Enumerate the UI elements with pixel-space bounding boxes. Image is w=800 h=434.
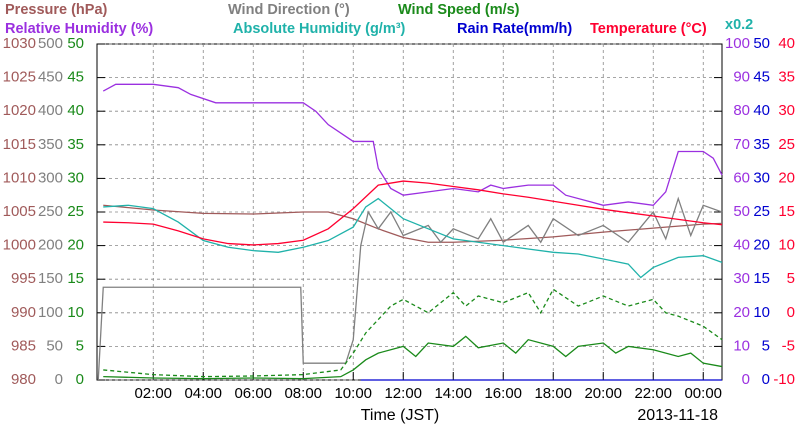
y-tick-label: 0 <box>787 304 795 321</box>
y-tick-label: 30 <box>67 169 84 186</box>
series-line <box>103 197 723 279</box>
y-tick-label: 0 <box>742 371 750 388</box>
y-tick-label: 45 <box>753 69 770 86</box>
y-tick-label: 1015 <box>3 136 36 153</box>
x-tick-label: 08:00 <box>284 385 322 402</box>
y-tick-label: 100 <box>725 35 750 52</box>
x-tick-label: 10:00 <box>334 385 372 402</box>
y-tick-label: 250 <box>38 203 63 220</box>
y-tick-label: 35 <box>753 136 770 153</box>
y-tick-label: 300 <box>38 169 63 186</box>
x-tick-label: 06:00 <box>234 385 272 402</box>
y-tick-label: 1005 <box>3 203 36 220</box>
legend-label: Wind Direction (°) <box>228 2 350 18</box>
y-tick-label: 5 <box>76 337 84 354</box>
legend-label: Absolute Humidity (g/m³) <box>233 21 406 37</box>
x-tick-label: 02:00 <box>134 385 172 402</box>
y-tick-label: 80 <box>733 102 750 119</box>
y-tick-label: 40 <box>67 102 84 119</box>
y-tick-label: 980 <box>11 371 36 388</box>
y-tick-label: 35 <box>778 69 795 86</box>
y-tick-label: 70 <box>733 136 750 153</box>
legend-label: Temperature (°C) <box>590 21 707 37</box>
y-tick-label: 1000 <box>3 237 36 254</box>
y-tick-label: 350 <box>38 136 63 153</box>
y-tick-label: 1030 <box>3 35 36 52</box>
y-tick-label: 5 <box>787 270 795 287</box>
y-tick-label: 25 <box>778 136 795 153</box>
legend-label: Wind Speed (m/s) <box>398 2 520 18</box>
y-tick-label: 15 <box>753 270 770 287</box>
annotation: x0.2 <box>725 17 753 33</box>
series-line <box>103 335 723 380</box>
y-tick-label: 990 <box>11 304 36 321</box>
y-tick-label: 200 <box>38 237 63 254</box>
y-tick-label: 985 <box>11 337 36 354</box>
y-tick-label: 50 <box>733 203 750 220</box>
y-tick-label: 0 <box>762 371 770 388</box>
series-line <box>102 83 723 206</box>
y-tick-label: 15 <box>67 270 84 287</box>
y-tick-label: 90 <box>733 69 750 86</box>
y-tick-label: 50 <box>67 35 84 52</box>
y-tick-label: 400 <box>38 102 63 119</box>
x-tick-label: 20:00 <box>584 385 622 402</box>
y-tick-label: 0 <box>76 371 84 388</box>
y-tick-label: 20 <box>733 304 750 321</box>
series-line <box>103 180 723 246</box>
y-tick-label: 40 <box>733 237 750 254</box>
date-label: 2013-11-18 <box>637 407 718 424</box>
x-axis-title: Time (JST) <box>361 407 440 424</box>
series-line <box>97 196 723 381</box>
y-tick-label: 10 <box>67 304 84 321</box>
legend-label: Rain Rate(mm/h) <box>457 21 572 37</box>
y-tick-label: 20 <box>753 237 770 254</box>
y-tick-label: -5 <box>782 337 795 354</box>
y-tick-label: 25 <box>67 203 84 220</box>
y-tick-label: 100 <box>38 304 63 321</box>
y-tick-label: 10 <box>733 337 750 354</box>
y-tick-label: 1020 <box>3 102 36 119</box>
y-tick-label: 50 <box>46 337 63 354</box>
y-tick-label: 50 <box>753 35 770 52</box>
y-tick-label: 30 <box>733 270 750 287</box>
x-tick-label: 00:00 <box>684 385 722 402</box>
x-tick-label: 18:00 <box>534 385 572 402</box>
y-tick-label: -10 <box>773 371 795 388</box>
x-tick-label: 04:00 <box>184 385 222 402</box>
x-tick-label: 12:00 <box>384 385 422 402</box>
series-line <box>103 204 723 243</box>
y-tick-label: 45 <box>67 69 84 86</box>
y-tick-label: 1010 <box>3 169 36 186</box>
x-tick-label: 22:00 <box>634 385 672 402</box>
x-tick-label: 16:00 <box>484 385 522 402</box>
y-tick-label: 20 <box>778 169 795 186</box>
y-tick-label: 995 <box>11 270 36 287</box>
y-tick-label: 15 <box>778 203 795 220</box>
y-tick-label: 10 <box>778 237 795 254</box>
y-tick-label: 5 <box>762 337 770 354</box>
y-tick-label: 25 <box>753 203 770 220</box>
series-line <box>103 288 723 378</box>
y-tick-label: 150 <box>38 270 63 287</box>
y-tick-label: 500 <box>38 35 63 52</box>
y-tick-label: 0 <box>55 371 63 388</box>
y-tick-label: 1025 <box>3 69 36 86</box>
y-tick-label: 450 <box>38 69 63 86</box>
x-tick-label: 14:00 <box>434 385 472 402</box>
legend-label: Pressure (hPa) <box>5 2 108 18</box>
y-tick-label: 35 <box>67 136 84 153</box>
y-tick-label: 30 <box>778 102 795 119</box>
y-tick-label: 20 <box>67 237 84 254</box>
y-tick-label: 60 <box>733 169 750 186</box>
y-tick-label: 40 <box>753 102 770 119</box>
y-tick-label: 40 <box>778 35 795 52</box>
legend-label: Relative Humidity (%) <box>5 21 153 37</box>
y-tick-label: 10 <box>753 304 770 321</box>
y-tick-label: 30 <box>753 169 770 186</box>
